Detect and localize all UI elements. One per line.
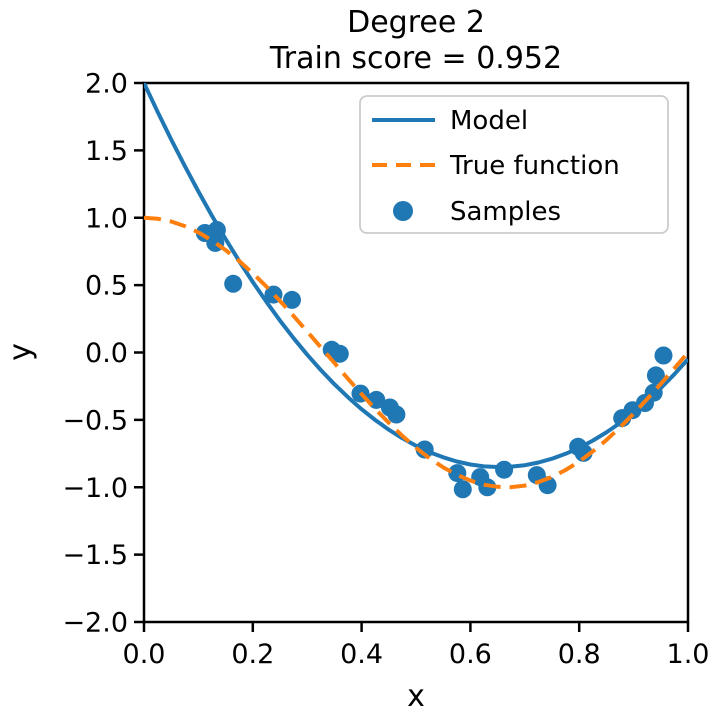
legend-box: [359, 95, 669, 234]
sample-point: [224, 274, 243, 293]
y-tick-label: −0.5: [62, 405, 128, 436]
legend: Model True function Samples: [359, 95, 669, 234]
y-tick-label: −2.0: [62, 608, 128, 639]
legend-true-function-label: True function: [449, 151, 620, 181]
legend-model-label: Model: [450, 106, 528, 136]
y-tick-label: −1.5: [62, 540, 128, 571]
x-tick-label: 0.2: [231, 639, 274, 670]
x-tick-label: 0.6: [449, 639, 492, 670]
y-tick-label: 1.0: [85, 203, 128, 234]
sample-point: [415, 440, 434, 459]
true-function-line: [144, 215, 688, 490]
sample-point: [646, 366, 665, 385]
x-tick-label: 0.8: [558, 639, 601, 670]
sample-point: [453, 480, 472, 499]
sample-point: [387, 405, 406, 424]
sample-point: [283, 290, 301, 309]
y-tick-label: 2.0: [85, 69, 128, 100]
sample-point: [574, 443, 593, 462]
x-axis-label: x: [407, 679, 425, 714]
x-tick-label: 1.0: [667, 639, 710, 670]
sample-point: [478, 478, 497, 497]
y-axis-ticks: −2.0 −1.5 −1.0 −0.5 0.0 0.5 1.0 1.5 2.0: [62, 69, 144, 639]
y-axis-label: y: [3, 343, 38, 361]
y-tick-label: 1.5: [85, 136, 128, 167]
y-tick-label: 0.5: [85, 271, 128, 302]
x-tick-label: 0.4: [340, 639, 383, 670]
y-tick-label: 0.0: [85, 338, 128, 369]
model-line: [144, 83, 688, 469]
x-axis-ticks: 0.0 0.2 0.4 0.6 0.8 1.0: [123, 622, 710, 670]
x-tick-label: 0.0: [123, 639, 166, 670]
plot-series: [144, 83, 688, 499]
y-tick-label: −1.0: [62, 473, 128, 504]
chart-title: Degree 2: [347, 5, 485, 40]
sample-point: [654, 346, 673, 365]
legend-samples-dot-icon: [393, 201, 413, 221]
sample-point: [330, 344, 349, 363]
sample-point: [495, 460, 514, 479]
chart-subtitle: Train score = 0.952: [269, 41, 562, 76]
legend-samples-label: Samples: [450, 197, 561, 227]
